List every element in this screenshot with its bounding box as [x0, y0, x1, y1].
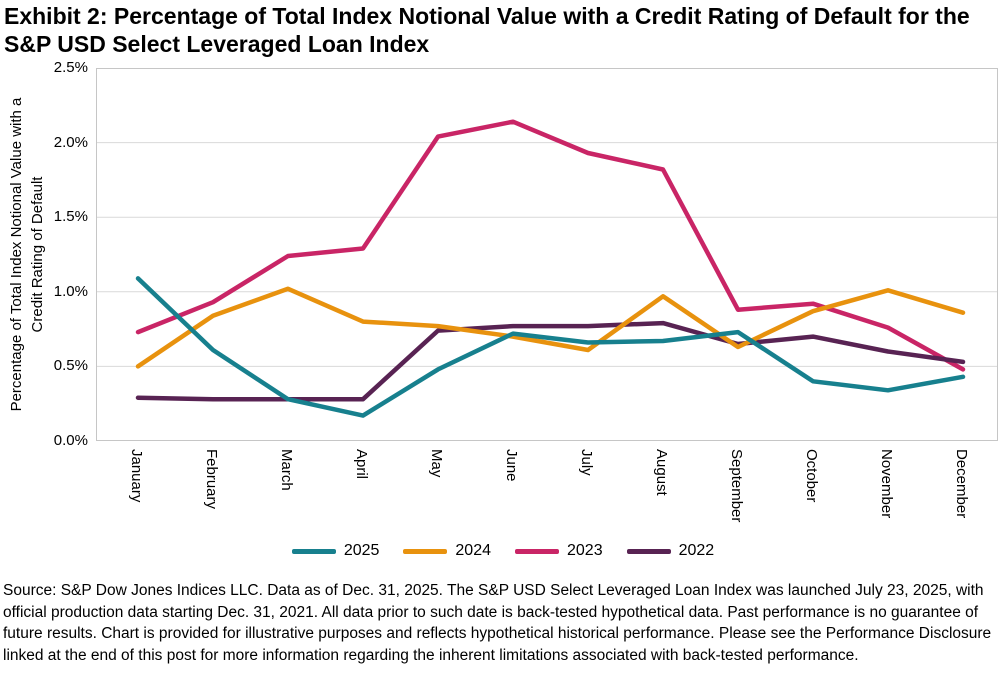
x-tick-label: October	[803, 449, 820, 503]
x-tick-label: November	[878, 449, 895, 519]
y-tick-label: 1.5%	[53, 208, 88, 226]
x-tick-label: December	[953, 449, 970, 519]
series-line-2023	[135, 119, 966, 372]
y-axis-label-line1: Percentage of Total Index Notional Value…	[8, 97, 25, 412]
legend-label: 2022	[678, 542, 715, 559]
plot-border	[96, 68, 998, 441]
x-tick-label: July	[578, 449, 595, 476]
legend-label: 2024	[455, 542, 491, 559]
y-axis-label: Percentage of Total Index Notional Value…	[6, 68, 50, 441]
y-tick-label: 1.0%	[53, 282, 88, 300]
y-tick-label: 0.0%	[53, 432, 88, 449]
x-tick-label: March	[278, 449, 295, 491]
y-tick-label: 0.5%	[53, 357, 88, 375]
x-tick-label: September	[728, 449, 745, 523]
y-tick-label: 2.5%	[53, 59, 88, 76]
legend-item-2022: 2022	[626, 542, 715, 560]
legend-line-swatch-icon	[291, 548, 336, 554]
y-axis-label-line2: Credit Rating of Default	[29, 176, 46, 333]
legend-label: 2025	[343, 542, 380, 559]
legend-item-2024: 2024	[403, 542, 491, 560]
legend-item-2023: 2023	[515, 542, 603, 560]
x-tick-label: June	[503, 449, 520, 482]
x-tick-label: February	[203, 449, 220, 510]
legend: 2025 2024 2023 2022	[0, 542, 1006, 560]
legend-item-2025: 2025	[291, 542, 380, 560]
legend-line-swatch-icon	[626, 548, 671, 554]
legend-label: 2023	[567, 542, 603, 559]
x-tick-label: January	[128, 449, 145, 503]
x-tick-label: April	[353, 449, 370, 480]
legend-line-swatch-icon	[403, 548, 448, 554]
series-line-2025	[135, 276, 966, 418]
legend-line-swatch-icon	[515, 548, 559, 554]
y-tick-label: 2.0%	[53, 133, 88, 151]
series-line-2024	[135, 286, 966, 369]
plot-area	[96, 68, 998, 441]
page-title: Exhibit 2: Percentage of Total Index Not…	[4, 3, 970, 57]
x-tick-label: May	[428, 449, 445, 478]
x-tick-label: August	[653, 449, 670, 496]
source-text: Source: S&P Dow Jones Indices LLC. Data …	[3, 582, 992, 664]
series-line-2022	[135, 320, 966, 402]
